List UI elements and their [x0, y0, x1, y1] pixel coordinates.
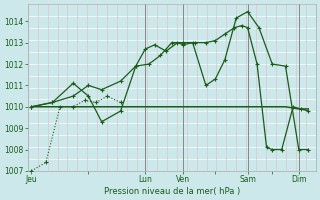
- X-axis label: Pression niveau de la mer( hPa ): Pression niveau de la mer( hPa ): [104, 187, 240, 196]
